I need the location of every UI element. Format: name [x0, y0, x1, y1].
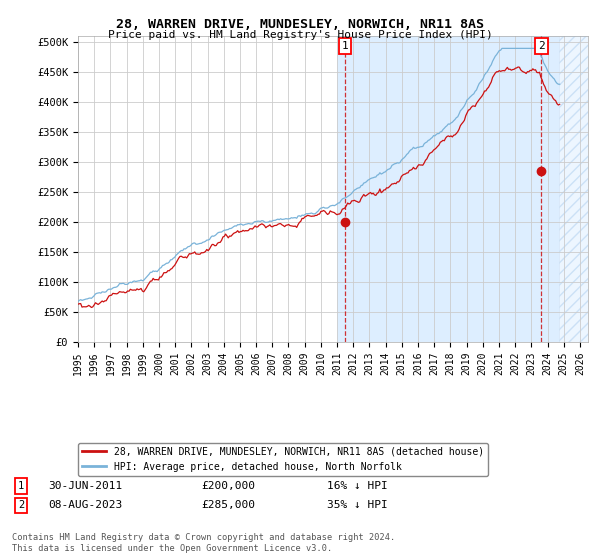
- Bar: [559, 36, 588, 342]
- Text: 35% ↓ HPI: 35% ↓ HPI: [327, 500, 388, 510]
- Text: 08-AUG-2023: 08-AUG-2023: [48, 500, 122, 510]
- Legend: 28, WARREN DRIVE, MUNDESLEY, NORWICH, NR11 8AS (detached house), HPI: Average pr: 28, WARREN DRIVE, MUNDESLEY, NORWICH, NR…: [78, 443, 488, 475]
- Text: 16% ↓ HPI: 16% ↓ HPI: [327, 481, 388, 491]
- Text: 2: 2: [18, 500, 24, 510]
- Text: £200,000: £200,000: [201, 481, 255, 491]
- Text: Contains HM Land Registry data © Crown copyright and database right 2024.
This d: Contains HM Land Registry data © Crown c…: [12, 533, 395, 553]
- Text: 28, WARREN DRIVE, MUNDESLEY, NORWICH, NR11 8AS: 28, WARREN DRIVE, MUNDESLEY, NORWICH, NR…: [116, 18, 484, 31]
- Text: 2: 2: [538, 41, 545, 51]
- Text: £285,000: £285,000: [201, 500, 255, 510]
- Text: 30-JUN-2011: 30-JUN-2011: [48, 481, 122, 491]
- Text: 1: 1: [18, 481, 24, 491]
- Text: 1: 1: [342, 41, 349, 51]
- Text: Price paid vs. HM Land Registry's House Price Index (HPI): Price paid vs. HM Land Registry's House …: [107, 30, 493, 40]
- Bar: [337, 36, 559, 342]
